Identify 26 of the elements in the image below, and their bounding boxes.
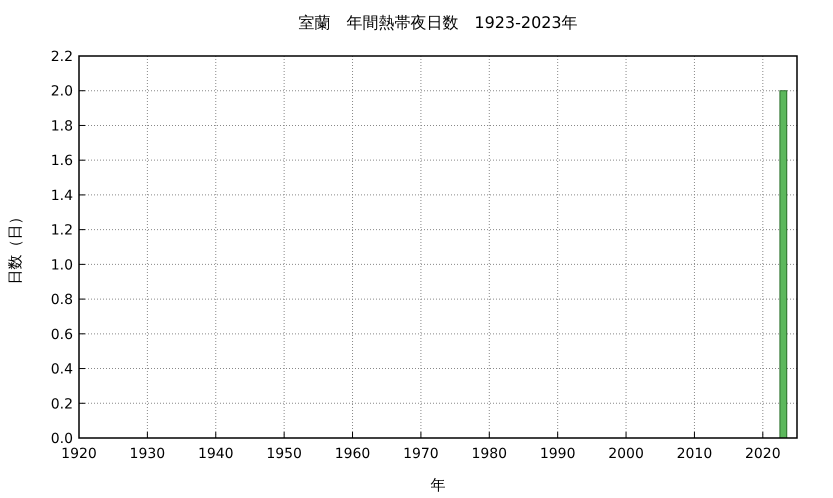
x-axis-title: 年 <box>430 476 446 494</box>
y-tick-label: 1.0 <box>50 257 73 274</box>
x-tick-label: 1960 <box>334 446 370 462</box>
x-tick-label: 1930 <box>130 446 166 462</box>
y-tick-label: 2.0 <box>50 84 73 100</box>
x-tick-label: 1940 <box>198 446 234 462</box>
y-tick-label: 1.6 <box>50 153 74 170</box>
y-tick-label: 0.8 <box>50 292 73 308</box>
y-tick-label: 0.4 <box>50 362 74 378</box>
y-tick-label: 2.2 <box>50 49 73 65</box>
x-tick-label: 1990 <box>540 446 576 462</box>
x-tick-label: 2020 <box>744 446 781 462</box>
y-tick-label: 1.8 <box>50 118 73 134</box>
y-tick-label: 1.2 <box>50 222 73 239</box>
x-tick-label: 2010 <box>676 446 712 462</box>
x-tick-label: 1920 <box>61 446 97 462</box>
x-tick-label: 2000 <box>608 446 644 462</box>
y-tick-label: 1.4 <box>50 188 74 204</box>
y-tick-label: 0.6 <box>50 326 74 343</box>
x-tick-label: 1970 <box>403 446 439 462</box>
y-tick-label: 0.0 <box>50 431 73 447</box>
y-axis-title: 日数（日） <box>6 210 24 284</box>
chart-title: 室蘭 年間熱帯夜日数 1923-2023年 <box>298 13 578 32</box>
x-tick-label: 1950 <box>266 446 302 462</box>
y-tick-label: 0.2 <box>50 396 73 412</box>
x-tick-label: 1980 <box>471 446 508 462</box>
